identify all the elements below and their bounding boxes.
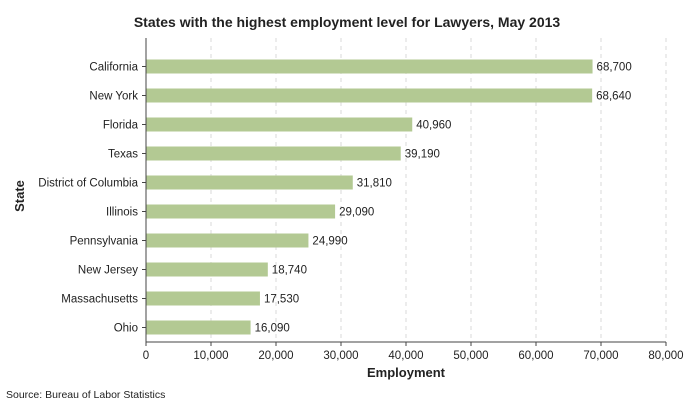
bar [146, 117, 413, 132]
value-label: 31,810 [357, 178, 392, 190]
value-label: 68,700 [597, 62, 632, 74]
category-label: District of Columbia [38, 178, 138, 190]
category-label: Illinois [106, 207, 138, 219]
bar [146, 59, 593, 74]
bar [146, 146, 401, 161]
value-label: 29,090 [339, 207, 374, 219]
x-tick-label: 60,000 [518, 350, 553, 362]
value-label: 18,740 [272, 265, 307, 277]
bar [146, 291, 260, 306]
category-label: Massachusetts [61, 294, 138, 306]
x-tick-label: 40,000 [388, 350, 423, 362]
source-note: Source: Bureau of Labor Statistics [6, 389, 165, 401]
x-tick-label: 80,000 [648, 350, 683, 362]
bar [146, 320, 251, 335]
value-label: 16,090 [255, 323, 290, 335]
category-label: Pennsylvania [70, 236, 139, 248]
bar [146, 233, 309, 248]
bar [146, 262, 268, 277]
x-tick-label: 10,000 [193, 350, 228, 362]
value-label: 68,640 [596, 91, 631, 103]
category-label: New York [89, 91, 138, 103]
value-label: 17,530 [264, 294, 299, 306]
category-label: New Jersey [78, 265, 138, 277]
category-label: California [89, 62, 138, 74]
bars: 68,700 68,640 40,960 39,190 31,810 29,090 24,9… [146, 59, 632, 335]
bar [146, 204, 336, 219]
x-tick-label: 70,000 [583, 350, 618, 362]
x-tick-label: 30,000 [323, 350, 358, 362]
x-axis-title: Employment [367, 365, 446, 380]
value-label: 40,960 [416, 120, 451, 132]
value-label: 39,190 [405, 149, 440, 161]
x-tick-label: 50,000 [453, 350, 488, 362]
category-label: Florida [103, 120, 139, 132]
value-label: 24,990 [312, 236, 347, 248]
bar [146, 175, 353, 190]
axes: 0 10,000 20,000 30,000 40,000 50,000 60,000 70,… [38, 38, 684, 362]
category-label: Texas [108, 149, 138, 161]
chart-title: States with the highest employment level… [134, 14, 561, 30]
category-label: Ohio [114, 323, 138, 335]
y-axis-title: State [12, 180, 27, 212]
bar [146, 88, 593, 103]
x-tick-label: 20,000 [258, 350, 293, 362]
x-tick-label: 0 [143, 350, 149, 362]
